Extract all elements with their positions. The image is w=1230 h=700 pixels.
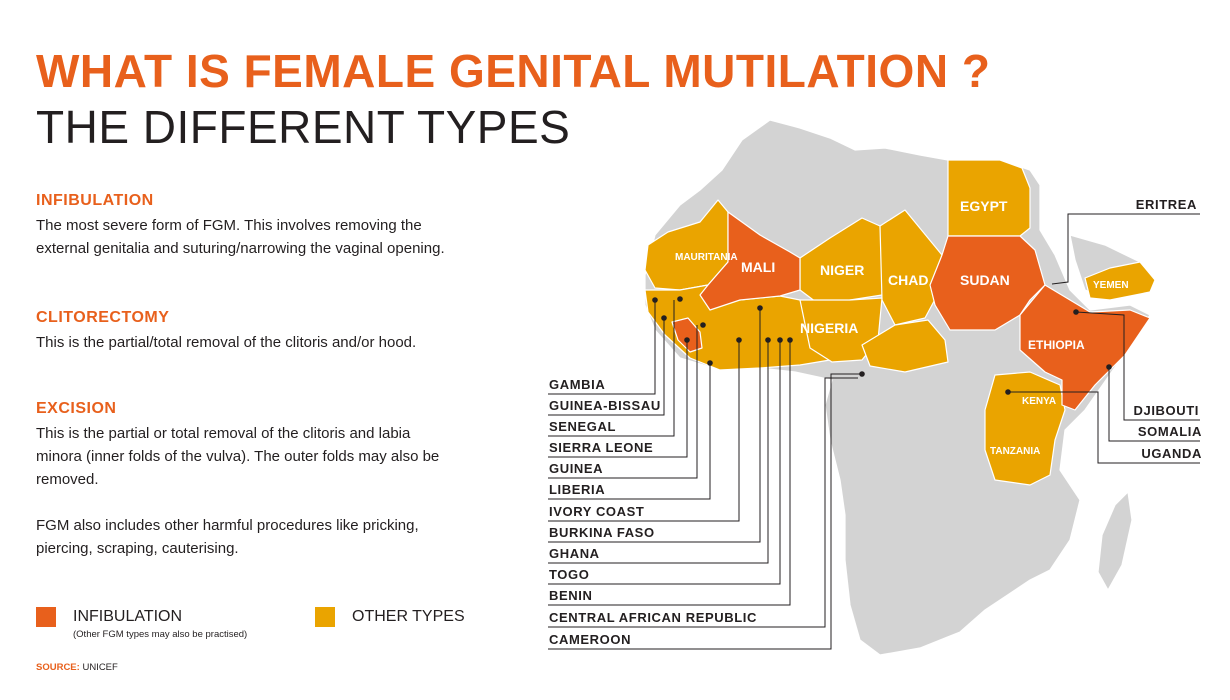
excision-heading: EXCISION: [36, 400, 117, 417]
legend-swatch-other: [315, 607, 335, 627]
dot-ghana: [765, 337, 771, 343]
infibulation-description: The most severe form of FGM. This involv…: [36, 217, 445, 257]
leader-togo: [548, 340, 781, 585]
leader-gambia: [548, 300, 656, 395]
infibulation-heading: INFIBULATION: [36, 192, 154, 209]
dot-central-african: [859, 371, 865, 377]
left-label-gambia: GAMBIA: [549, 377, 605, 392]
source-credit: SOURCE: UNICEF: [36, 662, 118, 673]
left-leader-lines: [548, 300, 862, 650]
right-label-uganda: UGANDA: [1141, 446, 1202, 461]
label-niger: NIGER: [820, 262, 864, 278]
label-nigeria: NIGERIA: [800, 320, 858, 336]
dot-sierra-leone: [684, 337, 690, 343]
legend-note-infibulation: (Other FGM types may also be practised): [73, 629, 248, 640]
excision-section: EXCISION This is the partial or total re…: [36, 400, 456, 491]
leader-senegal: [548, 300, 675, 437]
dot-gambia: [652, 297, 658, 303]
dot-togo: [777, 337, 783, 343]
dot-somalia: [1106, 364, 1112, 370]
region-chad: [879, 209, 943, 326]
left-label-central-african-republic: CENTRAL AFRICAN REPUBLIC: [549, 610, 757, 625]
label-egypt: EGYPT: [960, 198, 1008, 214]
leader-central-african: [548, 377, 858, 628]
label-mali: MALI: [741, 259, 775, 275]
label-yemen: YEMEN: [1093, 280, 1129, 291]
label-tanzania: TANZANIA: [990, 446, 1040, 457]
leader-burkina-faso: [548, 308, 761, 543]
clitorectomy-heading: CLITORECTOMY: [36, 309, 170, 326]
leader-djibouti: [1075, 311, 1200, 421]
leader-cameroon: [548, 373, 862, 650]
left-label-benin: BENIN: [549, 588, 592, 603]
other-procedures-text: FGM also includes other harmful procedur…: [36, 517, 419, 557]
label-mauritania: MAURITANIA: [675, 252, 738, 263]
excision-description: This is the partial or total removal of …: [36, 425, 440, 488]
leader-ivory-coast: [548, 340, 740, 522]
infibulation-section: INFIBULATION The most severe form of FGM…: [36, 192, 456, 260]
right-leader-lines: [1008, 213, 1200, 464]
left-label-guinea-bissau: GUINEA-BISSAU: [549, 398, 661, 413]
page-title: WHAT IS FEMALE GENITAL MUTILATION ?: [36, 45, 991, 97]
region-yemen: [1084, 261, 1156, 301]
right-leader-dots: [1005, 309, 1112, 395]
legend-swatch-infibulation: [36, 607, 56, 627]
left-label-guinea: GUINEA: [549, 461, 603, 476]
dot-uganda: [1005, 389, 1011, 395]
region-mali: [699, 211, 801, 311]
label-chad: CHAD: [888, 272, 928, 288]
left-label-ivory-coast: IVORY COAST: [549, 504, 644, 519]
left-label-liberia: LIBERIA: [549, 482, 605, 497]
clitorectomy-description: This is the partial/total removal of the…: [36, 334, 417, 351]
label-ethiopia: ETHIOPIA: [1028, 338, 1085, 352]
left-leader-dots: [652, 296, 865, 377]
left-label-togo: TOGO: [549, 567, 589, 582]
dot-senegal: [677, 296, 683, 302]
leader-sierra-leone: [548, 340, 688, 458]
dot-burkina-faso: [757, 305, 763, 311]
leader-benin: [548, 340, 791, 606]
page-subtitle: THE DIFFERENT TYPES: [36, 101, 571, 153]
leader-guinea: [548, 325, 698, 479]
other-procedures-note: FGM also includes other harmful procedur…: [36, 514, 456, 560]
left-label-burkina-faso: BURKINA FASO: [549, 525, 655, 540]
leader-guinea-bissau: [548, 318, 665, 416]
left-label-cameroon: CAMEROON: [549, 632, 631, 647]
label-sudan: SUDAN: [960, 272, 1010, 288]
region-central-african: [861, 319, 949, 373]
right-label-djibouti: DJIBOUTI: [1134, 403, 1199, 418]
left-label-senegal: SENEGAL: [549, 419, 616, 434]
legend-label-infibulation: INFIBULATION: [73, 608, 183, 625]
dot-djibouti: [1073, 309, 1079, 315]
dot-liberia: [707, 360, 713, 366]
source-value: UNICEF: [82, 662, 118, 673]
right-label-somalia: SOMALIA: [1138, 424, 1202, 439]
dot-ivory-coast: [736, 337, 742, 343]
legend-label-other: OTHER TYPES: [352, 608, 465, 625]
label-kenya: KENYA: [1022, 396, 1056, 407]
leader-uganda: [1008, 391, 1200, 464]
clitorectomy-section: CLITORECTOMY This is the partial/total r…: [36, 309, 456, 354]
region-sierra-leone: [671, 317, 703, 353]
dot-benin: [787, 337, 793, 343]
leader-somalia: [1108, 367, 1200, 442]
dot-guinea: [700, 322, 706, 328]
region-ethiopia-somalia: [1019, 284, 1151, 411]
madagascar: [1097, 491, 1133, 591]
leader-eritrea: [1051, 213, 1200, 285]
leader-liberia: [548, 363, 711, 500]
right-label-eritrea: ERITREA: [1136, 197, 1197, 212]
left-label-sierra-leone: SIERRA LEONE: [549, 440, 653, 455]
dot-guinea-bissau: [661, 315, 667, 321]
region-kenya-tanzania: [984, 371, 1066, 486]
source-key: SOURCE:: [36, 662, 80, 673]
left-label-ghana: GHANA: [549, 546, 600, 561]
region-sudan: [929, 235, 1046, 331]
leader-ghana: [548, 340, 769, 564]
